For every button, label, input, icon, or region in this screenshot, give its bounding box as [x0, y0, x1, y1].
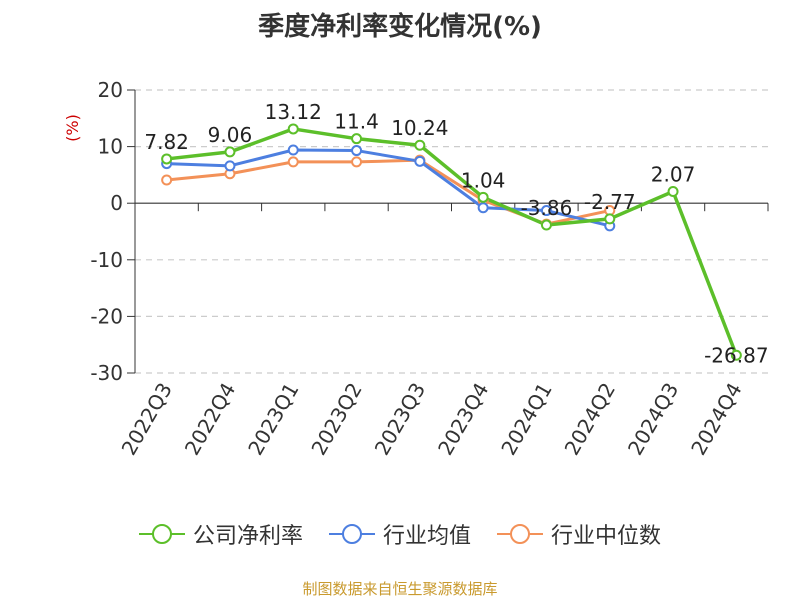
- x-tick-label: 2022Q3: [117, 379, 177, 460]
- data-point: [477, 191, 489, 203]
- data-labels: 7.82 9.06 13.12 11.4 10.24 1.04 -3.86 -2.77 2.07…: [144, 100, 768, 367]
- series-line-0: [166, 127, 738, 356]
- data-point: [477, 202, 489, 214]
- x-tick-label: 2024Q3: [623, 379, 683, 460]
- legend-label: 公司净利率: [192, 524, 303, 549]
- x-tick-label: 2024Q4: [686, 379, 746, 460]
- data-point: [540, 219, 552, 231]
- y-tick-label: -20: [90, 304, 123, 328]
- legend-label: 行业中位数: [551, 524, 662, 549]
- y-tick-label: 10: [98, 135, 123, 159]
- data-label: -2.77: [584, 190, 636, 214]
- data-point: [161, 153, 173, 165]
- data-point: [224, 160, 236, 172]
- data-point: [414, 155, 426, 167]
- x-tick-label: 2024Q1: [496, 379, 556, 460]
- series-lines: [166, 127, 738, 356]
- data-label: -3.86: [521, 196, 573, 220]
- x-tick-label: 2023Q4: [433, 379, 493, 460]
- data-point: [287, 156, 299, 168]
- legend-swatch: [328, 524, 375, 544]
- data-point: [730, 349, 742, 361]
- data-point: [287, 144, 299, 156]
- series-line-1: [166, 148, 611, 228]
- legend-label: 行业均值: [382, 524, 471, 549]
- y-axis-label: (%): [63, 114, 82, 142]
- source-footer: 制图数据来自恒生聚源数据库: [302, 580, 498, 598]
- data-point: [351, 156, 363, 168]
- series-points: [161, 123, 742, 361]
- data-label: 2.07: [651, 162, 696, 186]
- legend-item[interactable]: 公司净利率: [138, 518, 303, 550]
- legend-item[interactable]: 行业中位数: [497, 518, 661, 550]
- data-label: 10.24: [391, 116, 448, 140]
- y-tick-label: 0: [110, 191, 123, 215]
- x-tick-label: 2023Q2: [306, 379, 366, 460]
- data-label: 9.06: [208, 123, 253, 147]
- legend: 公司净利率 行业均值 行业中位数: [0, 518, 800, 550]
- data-label: 11.4: [334, 110, 379, 134]
- data-point: [161, 174, 173, 186]
- x-tick-label: 2023Q1: [243, 379, 303, 460]
- data-point: [224, 146, 236, 158]
- y-tick-label: 20: [98, 78, 123, 102]
- y-tick-label: -30: [90, 361, 123, 385]
- data-point: [351, 145, 363, 157]
- legend-swatch: [497, 524, 543, 544]
- legend-swatch: [138, 524, 185, 544]
- data-point: [667, 185, 679, 197]
- x-tick-label: 2022Q4: [180, 379, 240, 460]
- data-label: 7.82: [144, 130, 189, 154]
- x-tick-label: 2023Q3: [370, 379, 430, 460]
- legend-item[interactable]: 行业均值: [328, 518, 471, 550]
- data-point: [287, 123, 299, 135]
- data-point: [540, 205, 552, 217]
- chart-title: 季度净利率变化情况(%): [258, 12, 542, 42]
- x-tick-label: 2024Q2: [560, 379, 620, 460]
- y-tick-label: -10: [90, 248, 123, 272]
- data-point: [351, 133, 363, 145]
- data-point: [604, 213, 616, 225]
- data-label: 13.12: [265, 100, 322, 124]
- data-label: 1.04: [461, 168, 506, 192]
- data-label: -26.87: [704, 343, 768, 367]
- data-point: [414, 139, 426, 151]
